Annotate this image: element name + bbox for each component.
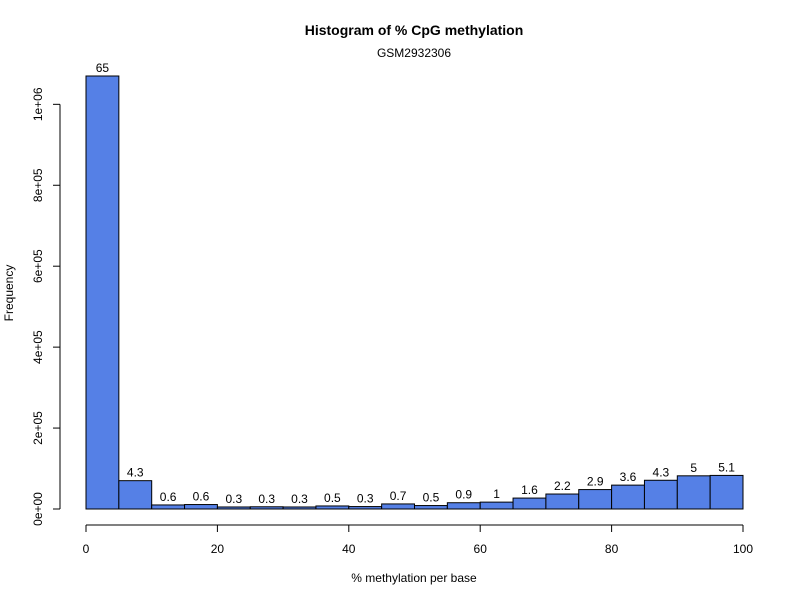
x-tick-label: 20 bbox=[211, 542, 225, 556]
bar-value-label: 1.6 bbox=[521, 483, 538, 497]
histogram-bar bbox=[643, 479, 678, 510]
histogram-bar bbox=[512, 497, 547, 510]
chart-subtitle: GSM2932306 bbox=[377, 46, 451, 60]
histogram-bar bbox=[216, 506, 251, 510]
histogram-bar bbox=[545, 493, 580, 510]
y-axis-title: Frequency bbox=[2, 265, 16, 322]
bar-value-label: 1 bbox=[493, 487, 500, 501]
bar-value-label: 0.5 bbox=[423, 491, 440, 505]
histogram-bar bbox=[446, 502, 481, 510]
bar-value-label: 0.6 bbox=[193, 490, 210, 504]
histogram-bar bbox=[184, 504, 218, 510]
histogram-bar bbox=[611, 484, 645, 510]
histogram-bar bbox=[315, 505, 350, 510]
bar-value-label: 4.3 bbox=[653, 465, 670, 479]
bar-value-label: 0.3 bbox=[225, 492, 242, 506]
histogram-bar bbox=[578, 489, 613, 510]
bar-value-label: 3.6 bbox=[620, 470, 637, 484]
y-tick-label: 6e+05 bbox=[31, 249, 45, 283]
x-axis: 0 20 40 60 80 100 bbox=[83, 524, 753, 556]
bar-value-label: 5 bbox=[690, 461, 697, 475]
bar-value-label: 2.2 bbox=[554, 479, 571, 493]
y-tick-label: 1e+06 bbox=[31, 87, 45, 121]
x-tick-label: 40 bbox=[342, 542, 356, 556]
x-tick-label: 80 bbox=[605, 542, 619, 556]
histogram-bar bbox=[249, 506, 284, 510]
histogram-bar bbox=[709, 474, 744, 510]
bar-value-label: 0.9 bbox=[455, 488, 472, 502]
y-tick-label: 8e+05 bbox=[31, 168, 45, 202]
chart-title: Histogram of % CpG methylation bbox=[305, 22, 524, 38]
bar-value-label: 0.3 bbox=[291, 492, 308, 506]
bar-value-label: 0.5 bbox=[324, 491, 341, 505]
histogram-bar bbox=[151, 504, 186, 510]
histogram-bar bbox=[479, 501, 514, 510]
bars-layer: 65 4.3 0.6 0.6 0.3 0.3 0.3 0.5 0.3 0.7 0.5 0.9 1 1.6 2… bbox=[85, 61, 744, 510]
bar-value-label: 2.9 bbox=[587, 475, 604, 489]
y-tick-label: 2e+05 bbox=[31, 411, 45, 445]
y-axis: 0e+00 2e+05 4e+05 6e+05 8e+05 1e+06 bbox=[31, 87, 61, 526]
histogram-bar bbox=[676, 475, 711, 510]
y-tick-label: 0e+00 bbox=[31, 492, 45, 526]
bar-value-label: 0.3 bbox=[258, 492, 275, 506]
histogram-bar bbox=[414, 505, 448, 510]
histogram-bar bbox=[85, 75, 120, 510]
histogram-bar bbox=[381, 503, 415, 510]
bar-value-label: 5.1 bbox=[718, 460, 735, 474]
bar-value-label: 0.3 bbox=[357, 492, 374, 506]
bar-value-label: 4.3 bbox=[127, 466, 144, 480]
bar-value-label: 65 bbox=[96, 61, 110, 75]
x-tick-label: 100 bbox=[733, 542, 753, 556]
histogram-bar bbox=[282, 506, 317, 510]
x-axis-title: % methylation per base bbox=[351, 571, 477, 585]
bar-value-label: 0.6 bbox=[160, 490, 177, 504]
histogram-bar bbox=[118, 480, 153, 510]
bar-value-label: 0.7 bbox=[390, 489, 407, 503]
histogram-bar bbox=[348, 506, 383, 510]
y-tick-label: 4e+05 bbox=[31, 330, 45, 364]
x-tick-label: 0 bbox=[83, 542, 90, 556]
x-tick-label: 60 bbox=[474, 542, 488, 556]
